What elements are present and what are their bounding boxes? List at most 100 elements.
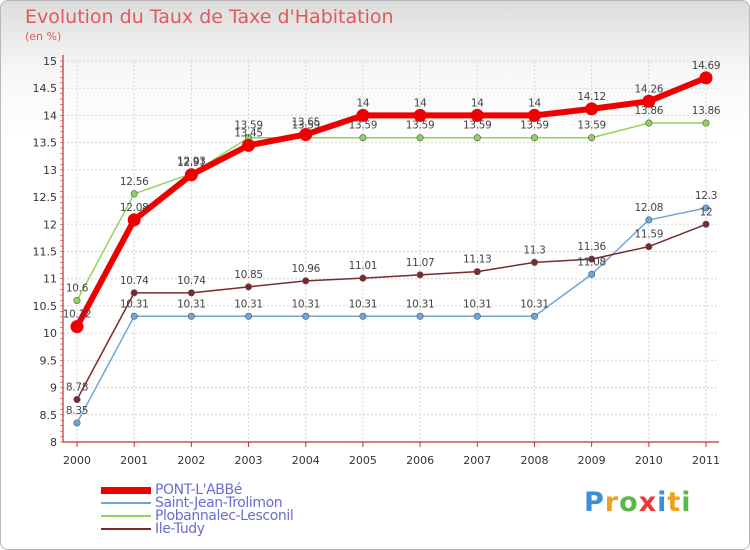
y-tick-label: 13.5 [33,137,58,150]
data-label: 10.31 [120,298,149,310]
x-tick-label: 2009 [578,454,606,467]
data-label: 8.78 [66,382,88,394]
legend-label: Plobannalec-Lesconil [155,508,294,524]
y-tick-label: 12.5 [33,191,58,204]
x-tick-label: 2001 [120,454,148,467]
data-point [527,108,541,122]
x-tick-label: 2005 [349,454,377,467]
chart-title: Evolution du Taux de Taxe d'Habitation [25,6,394,28]
proxiti-logo: Proxiti [584,487,692,518]
data-point [702,204,710,212]
data-point [473,134,481,142]
y-tick-label: 10 [43,327,57,340]
legend-swatch [101,528,151,530]
data-point [359,312,367,320]
data-label: 13.59 [463,120,492,132]
data-label: 12.93 [177,156,206,168]
data-point [702,119,710,127]
data-point [302,312,310,320]
data-label: 14 [528,97,541,109]
data-point [302,277,310,285]
x-tick-label: 2006 [406,454,434,467]
data-label: 10.6 [66,282,89,294]
x-tick-label: 2003 [235,454,263,467]
data-point [642,94,656,108]
data-label: 10.31 [406,298,435,310]
legend-swatch [101,502,151,504]
data-label: 13.86 [692,105,721,117]
data-label: 11.36 [577,241,606,253]
x-tick-label: 2004 [292,454,320,467]
data-label: 11.08 [577,256,606,268]
data-point [588,134,596,142]
data-point [416,134,424,142]
data-label: 13.59 [349,120,378,132]
data-point [473,268,481,276]
data-point [242,138,256,152]
data-point [585,102,599,116]
data-label: 11.59 [635,229,664,241]
data-point [416,271,424,279]
data-label: 11.07 [406,257,435,269]
data-point [588,255,596,263]
data-label: 14.26 [635,83,664,95]
data-label: 14.12 [577,91,606,103]
data-label: 10.85 [234,269,263,281]
data-point [645,243,653,251]
data-label: 13.86 [635,105,664,117]
data-point [470,108,484,122]
data-point [70,320,84,334]
data-point [702,220,710,228]
data-label: 13.59 [406,120,435,132]
y-tick-label: 11 [43,273,57,286]
data-point [187,289,195,297]
data-point [473,312,481,320]
data-label: 13.59 [234,120,263,132]
data-point [245,312,253,320]
data-point [184,168,198,182]
data-label: 10.74 [177,275,206,287]
data-label: 12.56 [120,176,149,188]
data-point [73,296,81,304]
legend-swatch [101,487,151,494]
y-tick-label: 10.5 [33,300,58,313]
data-point [359,134,367,142]
data-point [73,419,81,427]
data-point [130,289,138,297]
y-tick-label: 14 [43,109,57,122]
data-label: 10.96 [291,263,320,275]
y-tick-label: 8 [50,436,57,449]
x-tick-label: 2007 [463,454,491,467]
y-tick-label: 12 [43,218,57,231]
y-tick-label: 8.5 [40,409,58,422]
data-point [187,312,195,320]
data-point [530,134,538,142]
series-line [76,122,706,301]
data-label: 10.31 [463,298,492,310]
data-label: 14 [357,97,370,109]
data-label: 13.59 [577,120,606,132]
series-line [76,207,707,424]
y-tick-label: 9 [50,382,57,395]
x-tick-label: 2011 [692,454,720,467]
y-tick-label: 13 [43,164,57,177]
data-point [130,190,138,198]
data-label: 11.3 [523,244,545,256]
data-point [588,270,596,278]
data-point [299,127,313,141]
data-label: 11.13 [463,254,492,266]
data-label: 10.12 [63,309,92,321]
data-label: 8.35 [66,405,88,417]
data-point [130,312,138,320]
data-point [645,119,653,127]
data-label: 10.31 [291,298,320,310]
data-label: 13.65 [291,116,320,128]
legend-swatch [101,515,151,517]
data-label: 11.01 [349,260,378,272]
legend-label: Ile-Tudy [155,521,205,537]
legend-label: Saint-Jean-Trolimon [155,495,283,511]
data-point [645,216,653,224]
x-tick-label: 2002 [177,454,205,467]
data-point [245,283,253,291]
